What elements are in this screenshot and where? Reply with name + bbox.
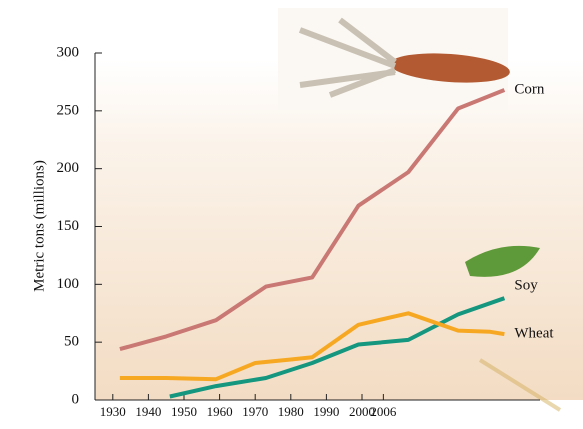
series-line <box>119 311 505 382</box>
series-line <box>169 296 506 399</box>
x-tick-label: 2000 <box>349 404 375 419</box>
y-tick-label: 100 <box>57 276 80 292</box>
x-tick-label: 1960 <box>207 404 233 419</box>
series-label: Wheat <box>514 326 554 342</box>
x-tick-label: 1950 <box>171 404 197 419</box>
y-tick-label: 50 <box>64 334 79 350</box>
y-tick-label: 0 <box>72 391 80 407</box>
series-label: Soy <box>514 278 538 294</box>
y-tick-label: 150 <box>57 218 80 234</box>
x-tick-label: 1990 <box>313 404 339 419</box>
plot-background <box>95 60 583 400</box>
y-axis-title: Metric tons (millions) <box>31 160 47 292</box>
wheat-illustration <box>478 358 562 412</box>
x-tick-label: 2006 <box>370 404 397 419</box>
soy-illustration <box>465 245 540 277</box>
y-tick-label: 300 <box>57 44 80 60</box>
series-line <box>119 88 506 352</box>
x-tick-label: 1980 <box>278 404 304 419</box>
y-tick-label: 200 <box>57 160 80 176</box>
y-tick-label: 250 <box>57 102 80 118</box>
x-tick-label: 1940 <box>135 404 161 419</box>
x-tick-label: 1930 <box>100 404 126 419</box>
x-tick-label: 1970 <box>242 404 268 419</box>
corn-illustration <box>278 8 510 110</box>
series-label: Corn <box>514 81 545 97</box>
